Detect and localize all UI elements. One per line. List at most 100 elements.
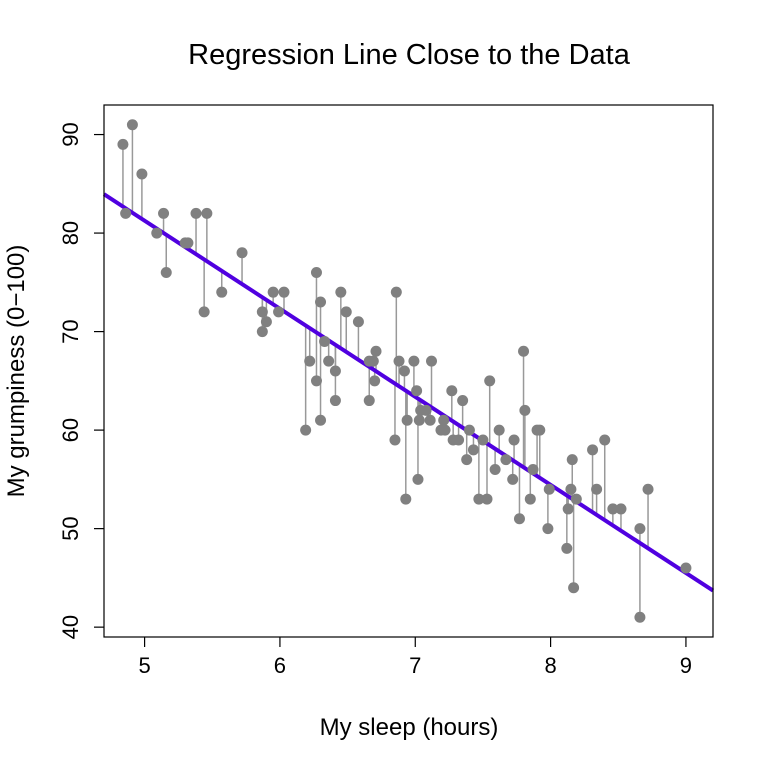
- x-tick-label: 7: [409, 653, 421, 678]
- data-point: [401, 414, 413, 426]
- data-point: [390, 286, 402, 298]
- data-point: [413, 414, 425, 426]
- data-point: [151, 227, 163, 239]
- data-point: [634, 611, 646, 623]
- data-point: [527, 464, 539, 476]
- data-point: [534, 424, 546, 436]
- data-point: [352, 316, 364, 328]
- y-tick-label: 60: [58, 418, 83, 442]
- data-point: [335, 286, 347, 298]
- x-tick-label: 6: [274, 653, 286, 678]
- data-point: [369, 375, 381, 387]
- data-point: [438, 414, 450, 426]
- data-point: [198, 306, 210, 318]
- data-point: [457, 395, 469, 407]
- data-point: [256, 326, 268, 338]
- regression-line-group: [102, 192, 715, 593]
- data-point: [310, 266, 322, 278]
- data-point: [420, 404, 432, 416]
- y-tick-label: 90: [58, 122, 83, 146]
- data-point: [201, 207, 213, 219]
- x-tick-label: 8: [544, 653, 556, 678]
- data-point: [411, 385, 423, 397]
- y-tick-label: 80: [58, 221, 83, 245]
- data-point: [260, 316, 272, 328]
- data-point: [267, 286, 279, 298]
- data-point: [542, 523, 554, 535]
- data-point: [256, 306, 268, 318]
- data-point: [507, 473, 519, 485]
- regression-line: [102, 192, 715, 593]
- data-point: [599, 434, 611, 446]
- data-point: [473, 493, 485, 505]
- data-point: [489, 464, 501, 476]
- data-point: [367, 355, 379, 367]
- data-point: [329, 395, 341, 407]
- data-point: [370, 345, 382, 357]
- data-point: [543, 483, 555, 495]
- data-point: [587, 444, 599, 456]
- plot-frame: [103, 104, 714, 638]
- data-point: [484, 375, 496, 387]
- data-point: [426, 355, 438, 367]
- data-point: [408, 355, 420, 367]
- data-point: [126, 119, 138, 131]
- data-point: [216, 286, 228, 298]
- data-point: [158, 207, 170, 219]
- y-axis-label: My grumpiness (0−100): [3, 245, 30, 498]
- data-point: [160, 266, 172, 278]
- data-point: [524, 493, 536, 505]
- data-point: [400, 493, 412, 505]
- data-point: [519, 404, 531, 416]
- data-point: [591, 483, 603, 495]
- chart-title: Regression Line Close to the Data: [188, 39, 631, 71]
- y-tick-label: 70: [58, 319, 83, 343]
- data-point: [363, 395, 375, 407]
- data-point: [467, 444, 479, 456]
- data-point: [463, 424, 475, 436]
- data-point: [393, 355, 405, 367]
- y-tick-label: 50: [58, 516, 83, 540]
- data-point: [615, 503, 627, 515]
- data-point: [446, 385, 458, 397]
- y-axis: 40 50 60 70 80 90: [58, 122, 104, 639]
- data-point: [236, 247, 248, 259]
- x-tick-label: 5: [138, 653, 150, 678]
- data-point: [607, 503, 619, 515]
- data-point: [680, 562, 692, 574]
- data-point: [389, 434, 401, 446]
- data-point: [566, 454, 578, 466]
- data-point: [561, 542, 573, 554]
- data-point: [634, 523, 646, 535]
- data-point: [273, 306, 285, 318]
- x-axis: 5 6 7 8 9: [138, 637, 692, 678]
- data-point: [300, 424, 312, 436]
- data-point: [315, 296, 327, 308]
- data-point: [424, 414, 436, 426]
- data-point: [117, 138, 129, 150]
- data-point: [304, 355, 316, 367]
- x-tick-label: 9: [680, 653, 692, 678]
- data-point: [461, 454, 473, 466]
- data-point: [481, 493, 493, 505]
- data-point: [477, 434, 489, 446]
- data-point: [329, 365, 341, 377]
- data-point: [568, 582, 580, 594]
- data-point: [310, 375, 322, 387]
- data-point: [323, 355, 335, 367]
- data-point: [340, 306, 352, 318]
- data-point: [518, 345, 530, 357]
- data-point: [565, 483, 577, 495]
- data-point: [315, 414, 327, 426]
- data-point: [190, 207, 202, 219]
- data-point: [500, 454, 512, 466]
- data-point: [120, 207, 132, 219]
- data-point: [182, 237, 194, 249]
- data-point: [570, 493, 582, 505]
- data-point: [398, 365, 410, 377]
- data-point: [642, 483, 654, 495]
- data-point: [562, 503, 574, 515]
- data-point: [412, 473, 424, 485]
- data-point: [278, 286, 290, 298]
